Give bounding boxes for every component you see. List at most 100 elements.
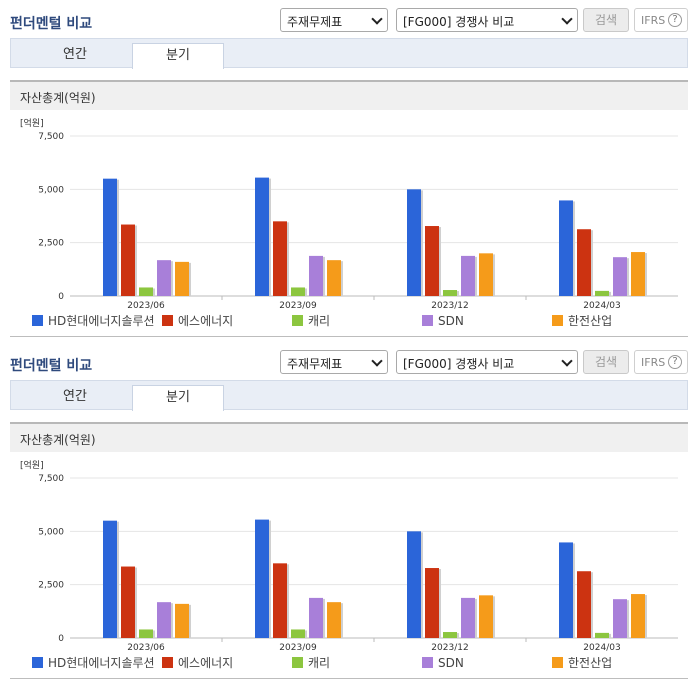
bar <box>425 226 439 296</box>
legend-swatch <box>422 315 433 326</box>
legend-item: HD현대에너지솔루션 <box>32 314 155 330</box>
help-icon: ? <box>668 13 682 27</box>
y-tick-label: 7,500 <box>38 132 64 142</box>
total-assets-chart: [억원] 0 2,500 5,000 7,500 2023/06 2023/09 2023/1… <box>10 454 688 680</box>
comparison-group-select[interactable]: [FG000] 경쟁사 비교 <box>396 8 578 32</box>
tab-quarterly[interactable]: 분기 <box>132 43 224 69</box>
legend-label: HD현대에너지솔루션 <box>48 314 155 328</box>
tab-quarterly[interactable]: 분기 <box>132 385 224 411</box>
help-icon: ? <box>668 355 682 369</box>
legend-item: HD현대에너지솔루션 <box>32 656 155 672</box>
bar <box>103 178 117 296</box>
statement-type-select[interactable]: 주재무제표 <box>280 350 388 374</box>
legend-swatch <box>32 315 43 326</box>
x-tick-label: 2023/06 <box>127 643 165 653</box>
legend-item: 한전산업 <box>552 314 612 330</box>
bar <box>175 261 189 296</box>
total-assets-chart: [억원] 0 2,500 5,000 7,500 2023/06 2023/09 2023/1… <box>10 112 688 338</box>
legend-label: 캐리 <box>308 314 331 328</box>
legend-swatch <box>32 657 43 668</box>
bar <box>327 260 341 296</box>
bar <box>479 595 493 638</box>
legend-item: 캐리 <box>292 314 330 330</box>
statement-type-value: 주재무제표 <box>287 15 343 29</box>
panel-header: 펀더멘털 비교 주재무제표 [FG000] 경쟁사 비교 검색 IFRS ? <box>0 0 696 40</box>
ifrs-help-button[interactable]: IFRS ? <box>634 350 688 374</box>
y-tick-label: 0 <box>58 634 64 644</box>
bar <box>631 594 645 638</box>
bar <box>121 224 135 296</box>
x-tick-label: 2023/09 <box>279 301 317 311</box>
x-tick-label: 2023/06 <box>127 301 165 311</box>
y-tick-label: 2,500 <box>38 239 64 249</box>
legend-swatch <box>162 315 173 326</box>
search-button[interactable]: 검색 <box>583 8 629 32</box>
bar <box>613 257 627 296</box>
legend-item: 에스에너지 <box>162 314 233 330</box>
x-tick-label: 2023/09 <box>279 643 317 653</box>
bar <box>255 519 269 638</box>
period-tabs: 연간 분기 <box>10 38 688 69</box>
chevron-down-icon <box>561 13 573 25</box>
fundamental-compare-panel-2: 펀더멘털 비교 주재무제표 [FG000] 경쟁사 비교 검색 IFRS ? 연… <box>0 342 696 684</box>
search-button[interactable]: 검색 <box>583 350 629 374</box>
bar <box>577 229 591 296</box>
comparison-group-value: [FG000] 경쟁사 비교 <box>403 357 515 371</box>
chart-legend: HD현대에너지솔루션 에스에너지 캐리 SDN 한전산업 <box>32 314 692 330</box>
bar <box>443 632 457 638</box>
legend-label: 한전산업 <box>568 656 613 670</box>
legend-label: 에스에너지 <box>178 314 234 328</box>
legend-swatch <box>292 315 303 326</box>
section-title: 자산총계(억원) <box>10 422 688 452</box>
bar <box>291 629 305 638</box>
divider <box>10 336 688 337</box>
legend-swatch <box>552 657 563 668</box>
bar <box>103 520 117 638</box>
x-tick-label: 2023/12 <box>431 643 468 653</box>
comparison-group-value: [FG000] 경쟁사 비교 <box>403 15 515 29</box>
bar <box>407 189 421 296</box>
legend-item: 한전산업 <box>552 656 612 672</box>
divider <box>10 678 688 679</box>
bar <box>631 252 645 296</box>
legend-swatch <box>552 315 563 326</box>
bar <box>425 568 439 638</box>
bar <box>255 177 269 296</box>
chevron-down-icon <box>561 355 573 367</box>
bar <box>577 571 591 638</box>
bar <box>595 632 609 638</box>
bar <box>273 221 287 296</box>
bar <box>559 542 573 638</box>
bar <box>407 531 421 638</box>
x-tick-label: 2023/12 <box>431 301 468 311</box>
ifrs-label: IFRS <box>641 356 666 369</box>
y-tick-label: 0 <box>58 292 64 302</box>
legend-item: 에스에너지 <box>162 656 233 672</box>
panel-header: 펀더멘털 비교 주재무제표 [FG000] 경쟁사 비교 검색 IFRS ? <box>0 342 696 382</box>
legend-item: SDN <box>422 656 464 672</box>
bar <box>443 290 457 296</box>
statement-type-select[interactable]: 주재무제표 <box>280 8 388 32</box>
panel-title: 펀더멘털 비교 <box>10 16 93 32</box>
legend-swatch <box>292 657 303 668</box>
bar <box>309 597 323 638</box>
legend-label: HD현대에너지솔루션 <box>48 656 155 670</box>
fundamental-compare-panel-1: 펀더멘털 비교 주재무제표 [FG000] 경쟁사 비교 검색 IFRS ? 연… <box>0 0 696 338</box>
bar <box>479 253 493 296</box>
bar <box>139 629 153 638</box>
legend-label: 캐리 <box>308 656 331 670</box>
y-tick-label: 5,000 <box>38 527 64 537</box>
comparison-group-select[interactable]: [FG000] 경쟁사 비교 <box>396 350 578 374</box>
tab-annual[interactable]: 연간 <box>63 389 87 404</box>
ifrs-help-button[interactable]: IFRS ? <box>634 8 688 32</box>
y-tick-label: 5,000 <box>38 185 64 195</box>
chart-legend: HD현대에너지솔루션 에스에너지 캐리 SDN 한전산업 <box>32 656 692 672</box>
tab-annual[interactable]: 연간 <box>63 47 87 62</box>
legend-item: 캐리 <box>292 656 330 672</box>
legend-swatch <box>422 657 433 668</box>
bar <box>121 566 135 638</box>
bar <box>613 599 627 638</box>
bar <box>327 602 341 638</box>
section-title: 자산총계(억원) <box>10 80 688 110</box>
bar <box>461 597 475 638</box>
